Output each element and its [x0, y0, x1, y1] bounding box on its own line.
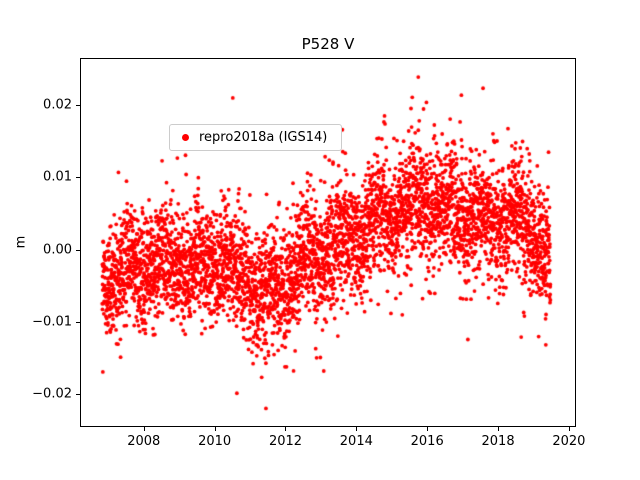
legend-marker-dot-icon [182, 134, 189, 141]
x-tick-label: 2008 [127, 434, 161, 449]
x-tick-mark [427, 427, 429, 431]
y-tick-label: 0.00 [43, 242, 72, 258]
x-tick-mark [214, 427, 216, 431]
x-tick-label: 2010 [198, 434, 232, 449]
y-axis-label: m [13, 235, 29, 249]
x-tick-mark [568, 427, 570, 431]
y-tick-mark [76, 105, 80, 107]
x-tick-mark [356, 427, 358, 431]
y-tick-mark [76, 177, 80, 179]
axes-area: repro2018a (IGS14) [80, 58, 577, 428]
legend-box: repro2018a (IGS14) [169, 124, 343, 151]
x-tick-label: 2014 [339, 434, 373, 449]
y-tick-mark [76, 249, 80, 251]
x-tick-mark [143, 427, 145, 431]
y-tick-label: 0.02 [43, 97, 72, 113]
x-tick-label: 2016 [410, 434, 444, 449]
x-tick-mark [498, 427, 500, 431]
legend-label: repro2018a (IGS14) [199, 130, 328, 145]
y-tick-label: −0.01 [32, 314, 72, 330]
scatter-canvas [81, 59, 577, 428]
y-tick-label: −0.02 [32, 386, 72, 402]
x-tick-label: 2020 [552, 434, 586, 449]
y-tick-mark [76, 322, 80, 324]
x-tick-label: 2012 [268, 434, 303, 449]
plot-title: P528 V [301, 35, 355, 53]
y-tick-label: 0.01 [43, 169, 72, 185]
x-tick-mark [285, 427, 287, 431]
y-tick-mark [76, 394, 80, 396]
x-tick-label: 2018 [481, 434, 515, 449]
